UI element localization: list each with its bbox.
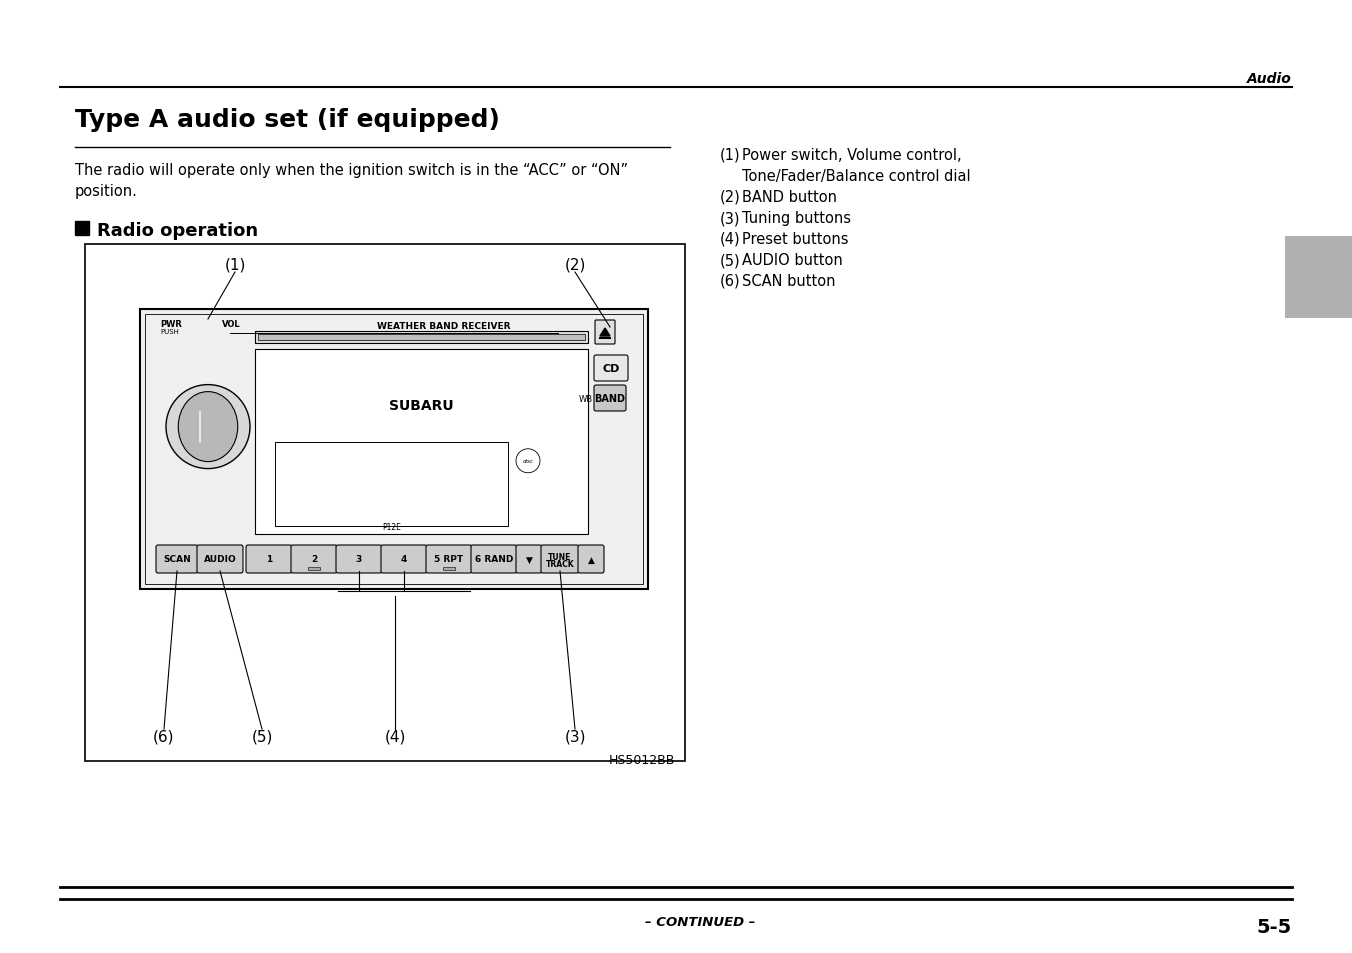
Text: Power switch, Volume control,: Power switch, Volume control, — [742, 148, 961, 163]
FancyBboxPatch shape — [516, 545, 542, 574]
FancyBboxPatch shape — [594, 386, 626, 412]
Text: (2): (2) — [721, 190, 741, 205]
Text: TUNE: TUNE — [549, 552, 572, 561]
Text: SCAN: SCAN — [164, 555, 191, 564]
FancyBboxPatch shape — [426, 545, 472, 574]
Text: HS5012BB: HS5012BB — [608, 753, 675, 766]
Text: (4): (4) — [384, 729, 406, 744]
Text: P12E: P12E — [383, 522, 402, 532]
Bar — [145, 314, 644, 584]
Text: Radio operation: Radio operation — [97, 222, 258, 240]
Text: 3: 3 — [356, 555, 362, 564]
Text: SUBARU: SUBARU — [389, 398, 454, 412]
Ellipse shape — [178, 393, 238, 462]
Text: AUDIO button: AUDIO button — [742, 253, 842, 268]
Text: disc: disc — [523, 458, 534, 464]
Text: (3): (3) — [721, 211, 741, 226]
Bar — [141, 310, 648, 589]
Polygon shape — [600, 329, 610, 336]
FancyBboxPatch shape — [197, 545, 243, 574]
Bar — [74, 222, 89, 235]
Text: (1): (1) — [224, 257, 246, 273]
Text: 4: 4 — [400, 555, 407, 564]
Text: (5): (5) — [251, 729, 273, 744]
Bar — [308, 567, 320, 571]
FancyBboxPatch shape — [579, 545, 604, 574]
Text: BAND: BAND — [595, 394, 626, 403]
Text: Preset buttons: Preset buttons — [742, 232, 849, 247]
FancyBboxPatch shape — [594, 355, 627, 381]
Text: 6 RAND: 6 RAND — [475, 555, 514, 564]
Text: (6): (6) — [153, 729, 174, 744]
FancyBboxPatch shape — [155, 545, 197, 574]
Text: ▼: ▼ — [526, 555, 533, 564]
FancyBboxPatch shape — [541, 545, 579, 574]
Text: – CONTINUED –: – CONTINUED – — [645, 915, 756, 928]
Text: WEATHER BAND RECEIVER: WEATHER BAND RECEIVER — [377, 322, 511, 331]
Text: 1: 1 — [266, 555, 272, 564]
Text: AUDIO: AUDIO — [204, 555, 237, 564]
Text: WB: WB — [579, 395, 594, 403]
Text: TRACK: TRACK — [546, 559, 575, 568]
Text: (6): (6) — [721, 274, 741, 289]
Bar — [443, 567, 456, 571]
Bar — [256, 350, 588, 535]
Text: The radio will operate only when the ignition switch is in the “ACC” or “ON”
pos: The radio will operate only when the ign… — [74, 163, 629, 199]
Bar — [256, 332, 588, 344]
Text: VOL: VOL — [222, 319, 241, 329]
Text: PUSH: PUSH — [160, 329, 178, 335]
Bar — [274, 442, 508, 526]
Bar — [85, 245, 685, 761]
Text: (5): (5) — [721, 253, 741, 268]
Text: 5 RPT: 5 RPT — [434, 555, 464, 564]
Text: BAND button: BAND button — [742, 190, 837, 205]
Text: (2): (2) — [564, 257, 585, 273]
Text: 5-5: 5-5 — [1257, 917, 1293, 936]
FancyBboxPatch shape — [470, 545, 516, 574]
Text: Tuning buttons: Tuning buttons — [742, 211, 850, 226]
FancyBboxPatch shape — [595, 320, 615, 345]
FancyBboxPatch shape — [381, 545, 427, 574]
Text: (1): (1) — [721, 148, 741, 163]
Text: CD: CD — [602, 364, 619, 374]
Text: ▲: ▲ — [588, 555, 595, 564]
Text: PWR: PWR — [160, 319, 183, 329]
Text: (4): (4) — [721, 232, 741, 247]
Text: Tone/Fader/Balance control dial: Tone/Fader/Balance control dial — [742, 169, 971, 184]
Bar — [258, 335, 585, 340]
Text: SCAN button: SCAN button — [742, 274, 836, 289]
FancyBboxPatch shape — [246, 545, 292, 574]
FancyBboxPatch shape — [291, 545, 337, 574]
Bar — [1284, 236, 1352, 318]
Text: Type A audio set (if equipped): Type A audio set (if equipped) — [74, 108, 500, 132]
Text: Audio: Audio — [1248, 71, 1293, 86]
Text: (3): (3) — [564, 729, 585, 744]
Circle shape — [166, 385, 250, 469]
FancyBboxPatch shape — [337, 545, 383, 574]
Text: 2: 2 — [311, 555, 318, 564]
